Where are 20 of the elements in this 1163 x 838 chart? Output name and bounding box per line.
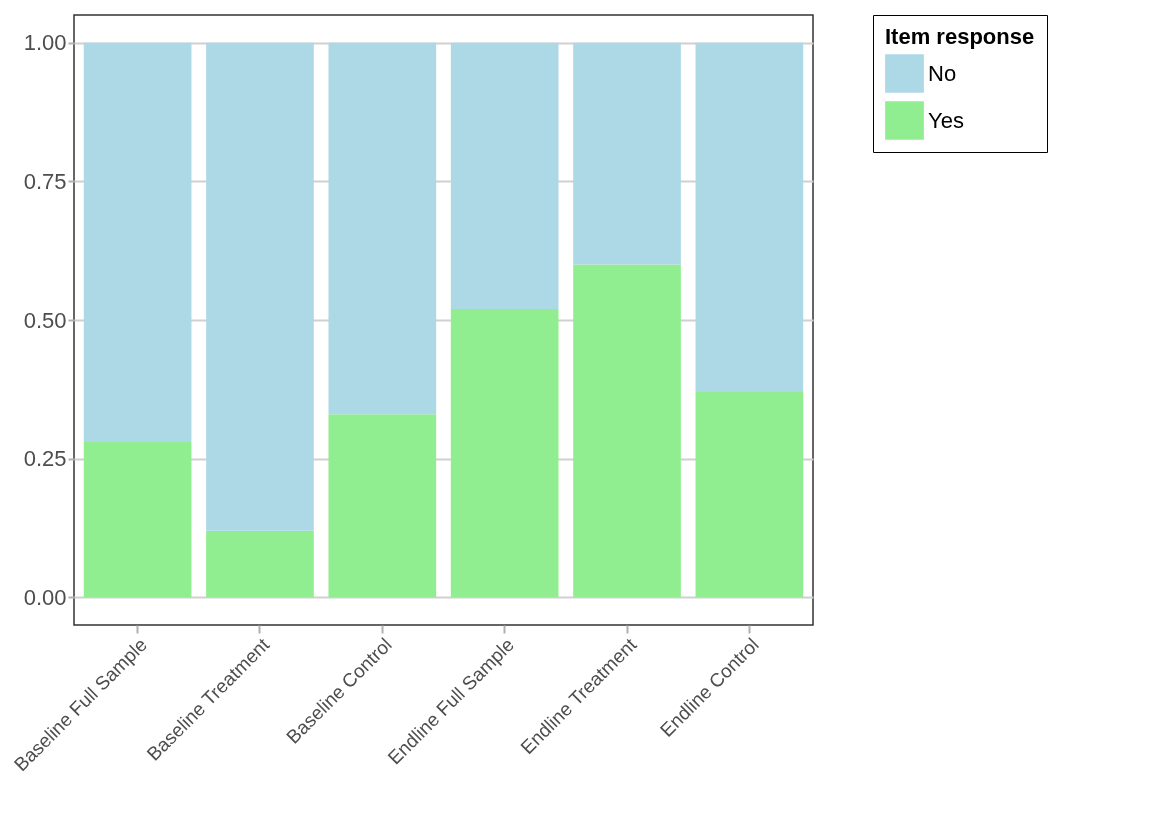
bar: [206, 530, 314, 598]
bar: [328, 414, 437, 598]
legend-label: No: [928, 60, 957, 86]
y-tick-label: 0.75: [23, 168, 67, 194]
y-tick-label: 1.00: [23, 30, 67, 56]
y-tick-label: 0.50: [23, 307, 67, 333]
bar: [573, 264, 681, 598]
y-tick-label: 0.00: [23, 584, 67, 610]
bar: [450, 42, 559, 309]
bar: [450, 308, 559, 598]
bar: [695, 42, 804, 393]
bar: [83, 442, 192, 598]
legend-label: Yes: [928, 107, 964, 133]
bar: [83, 42, 192, 442]
bar: [695, 392, 804, 598]
bar: [573, 42, 681, 265]
y-tick-label: 0.25: [23, 446, 67, 472]
bar: [206, 42, 314, 531]
bar: [328, 42, 437, 415]
legend-title: Item response: [885, 24, 1035, 49]
